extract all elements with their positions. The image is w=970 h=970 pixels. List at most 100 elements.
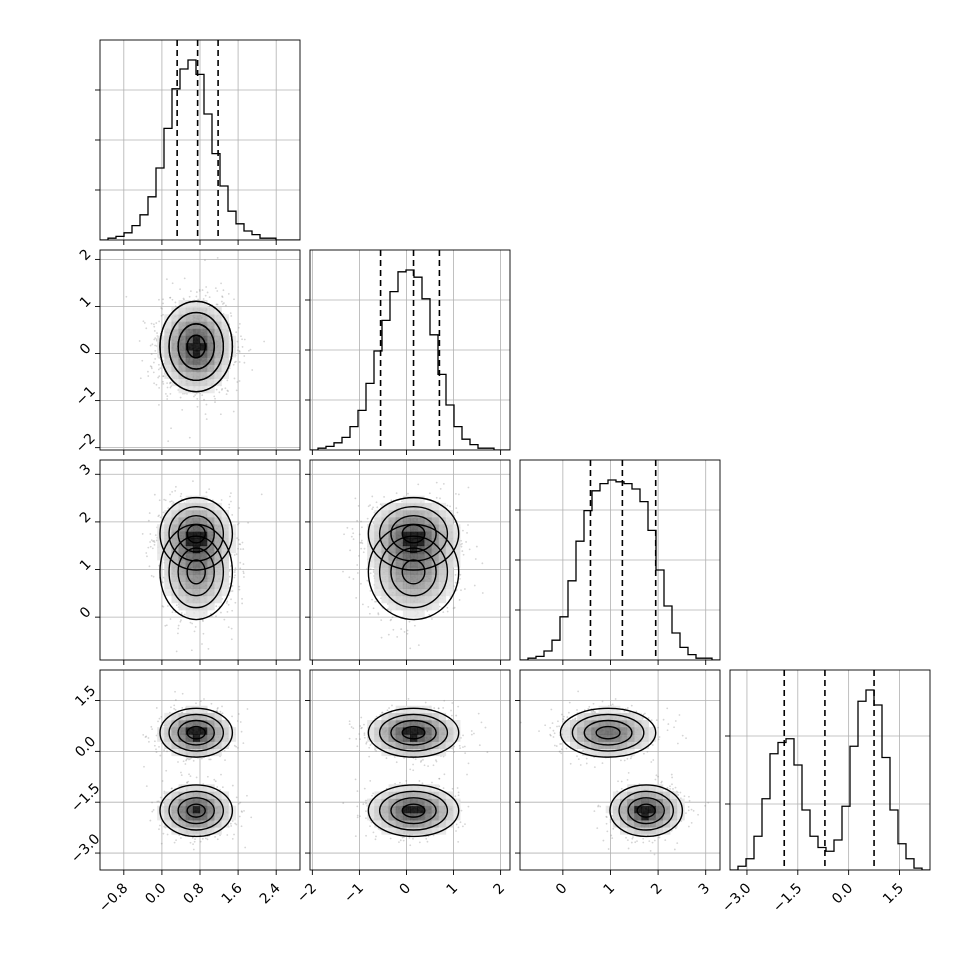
sample-point (243, 338, 246, 341)
density-cell (207, 502, 215, 511)
density-cell (445, 588, 454, 597)
density-cell (395, 538, 404, 547)
sample-point (239, 543, 242, 546)
sample-point (236, 349, 239, 352)
sample-point (227, 626, 230, 629)
sample-point (169, 381, 172, 384)
density-cell (438, 545, 447, 554)
sample-point (153, 382, 156, 385)
sample-point (162, 511, 165, 514)
density-cell (417, 588, 425, 597)
sample-point (179, 396, 182, 399)
sample-point (230, 638, 233, 641)
sample-point (151, 343, 154, 346)
density-cell (178, 531, 187, 539)
density-cell (171, 531, 179, 539)
density-cell (395, 545, 404, 554)
sample-point (221, 296, 224, 299)
sample-point (194, 626, 197, 628)
sample-point (233, 571, 236, 574)
sample-point (457, 493, 460, 496)
sample-point (417, 644, 420, 647)
sample-point (235, 796, 238, 799)
sample-point (234, 569, 236, 572)
sample-point (228, 575, 231, 578)
sample-point (225, 393, 228, 396)
density-cell (185, 495, 194, 504)
sample-point (369, 572, 372, 575)
sample-point (226, 600, 229, 603)
density-cell (438, 567, 447, 575)
sample-point (229, 312, 232, 315)
sample-point (159, 367, 162, 370)
contour-line (177, 547, 215, 597)
density-cell (214, 517, 222, 525)
density-cell (192, 517, 201, 525)
density-cell (214, 538, 222, 547)
sample-point (406, 632, 409, 635)
density-cell (221, 574, 229, 582)
density-cell (395, 574, 404, 582)
density-cell (200, 307, 208, 315)
sample-point (361, 526, 363, 529)
density-cell (388, 510, 397, 518)
density-cell (192, 567, 201, 575)
density-cell (438, 517, 447, 525)
sample-point (177, 624, 180, 627)
sample-point (169, 493, 171, 496)
density-cell (214, 567, 222, 575)
density-cell (214, 350, 222, 358)
density-cell (438, 588, 447, 597)
density-cell (402, 574, 411, 582)
density-cell (214, 595, 222, 604)
sample-point (145, 552, 148, 554)
sample-point (166, 395, 169, 398)
density-cell (221, 335, 229, 344)
density-cell (410, 524, 418, 532)
density-cell (192, 495, 201, 504)
sample-point (215, 605, 218, 608)
sample-point (220, 282, 222, 285)
sample-point (346, 526, 349, 529)
density-cell (185, 357, 194, 365)
density-cell (221, 321, 229, 329)
density-cell (192, 335, 201, 344)
sample-point (174, 305, 177, 308)
density-cell (207, 510, 215, 518)
sample-point (166, 605, 169, 607)
density-cell (178, 335, 187, 344)
histogram-step (520, 479, 720, 660)
sample-point (230, 627, 233, 630)
density-cell (410, 531, 418, 539)
sample-point (153, 543, 156, 546)
sample-point (368, 612, 371, 615)
density-cell (410, 517, 418, 525)
sample-point (162, 375, 164, 378)
sample-point (216, 290, 219, 292)
density-cell (431, 588, 439, 597)
sample-point (233, 377, 236, 380)
sample-point (446, 504, 449, 507)
density-cell (424, 602, 432, 611)
sample-point (237, 522, 240, 525)
sample-point (354, 497, 357, 500)
density-cell (402, 610, 411, 618)
sample-point (189, 290, 192, 293)
plot-area (100, 250, 300, 450)
density-cell (192, 531, 201, 539)
sample-point (239, 548, 242, 551)
sample-point (374, 600, 377, 603)
density-cell (192, 610, 201, 618)
density-cell (185, 502, 194, 511)
density-cell (185, 371, 194, 379)
sample-point (169, 381, 172, 384)
sample-point (174, 301, 177, 304)
sample-point (369, 504, 371, 507)
contour-line (401, 524, 426, 544)
density-cell (192, 545, 201, 554)
sample-point (202, 632, 205, 635)
sample-point (162, 375, 165, 378)
sample-point (208, 296, 211, 299)
density-cell (417, 610, 425, 618)
density-cell (381, 502, 389, 511)
